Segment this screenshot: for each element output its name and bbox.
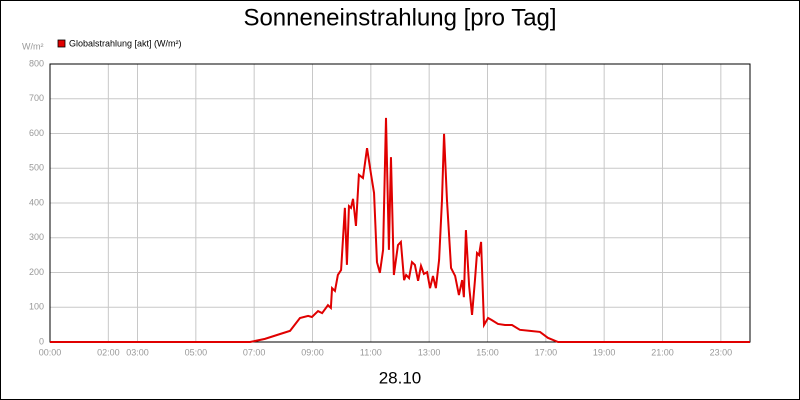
x-tick-label: 21:00	[651, 347, 674, 357]
x-tick-label: 13:00	[418, 347, 441, 357]
y-tick-label: 0	[39, 336, 44, 346]
x-axis-label: 28.10	[379, 368, 422, 387]
x-tick-label: 11:00	[360, 347, 382, 357]
y-tick-label: 100	[29, 302, 44, 312]
x-tick-label: 23:00	[710, 347, 733, 357]
legend-swatch	[57, 39, 66, 48]
y-tick-label: 700	[29, 93, 44, 103]
x-tick-label: 03:00	[126, 347, 149, 357]
plot-border	[49, 63, 751, 343]
x-tick-label: 19:00	[593, 347, 616, 357]
x-tick-label: 05:00	[185, 347, 208, 357]
chart-title: Sonneneinstrahlung [pro Tag]	[243, 4, 556, 31]
x-tick-label: 15:00	[476, 347, 499, 357]
x-tick-label: 02:00	[97, 347, 120, 357]
x-tick-label: 17:00	[535, 347, 558, 357]
y-unit: W/m²	[22, 41, 44, 51]
y-tick-label: 300	[29, 232, 44, 242]
y-tick-label: 600	[29, 128, 44, 138]
legend-label: Globalstrahlung [akt] (W/m²)	[69, 38, 182, 48]
x-tick-label: 00:00	[39, 347, 62, 357]
y-tick-label: 200	[29, 267, 44, 277]
x-tick-label: 09:00	[301, 347, 324, 357]
y-tick-label: 400	[29, 197, 44, 207]
line	[50, 117, 750, 343]
y-tick-label: 800	[29, 58, 44, 68]
y-tick-label: 500	[29, 163, 44, 173]
x-tick-label: 07:00	[243, 347, 266, 357]
